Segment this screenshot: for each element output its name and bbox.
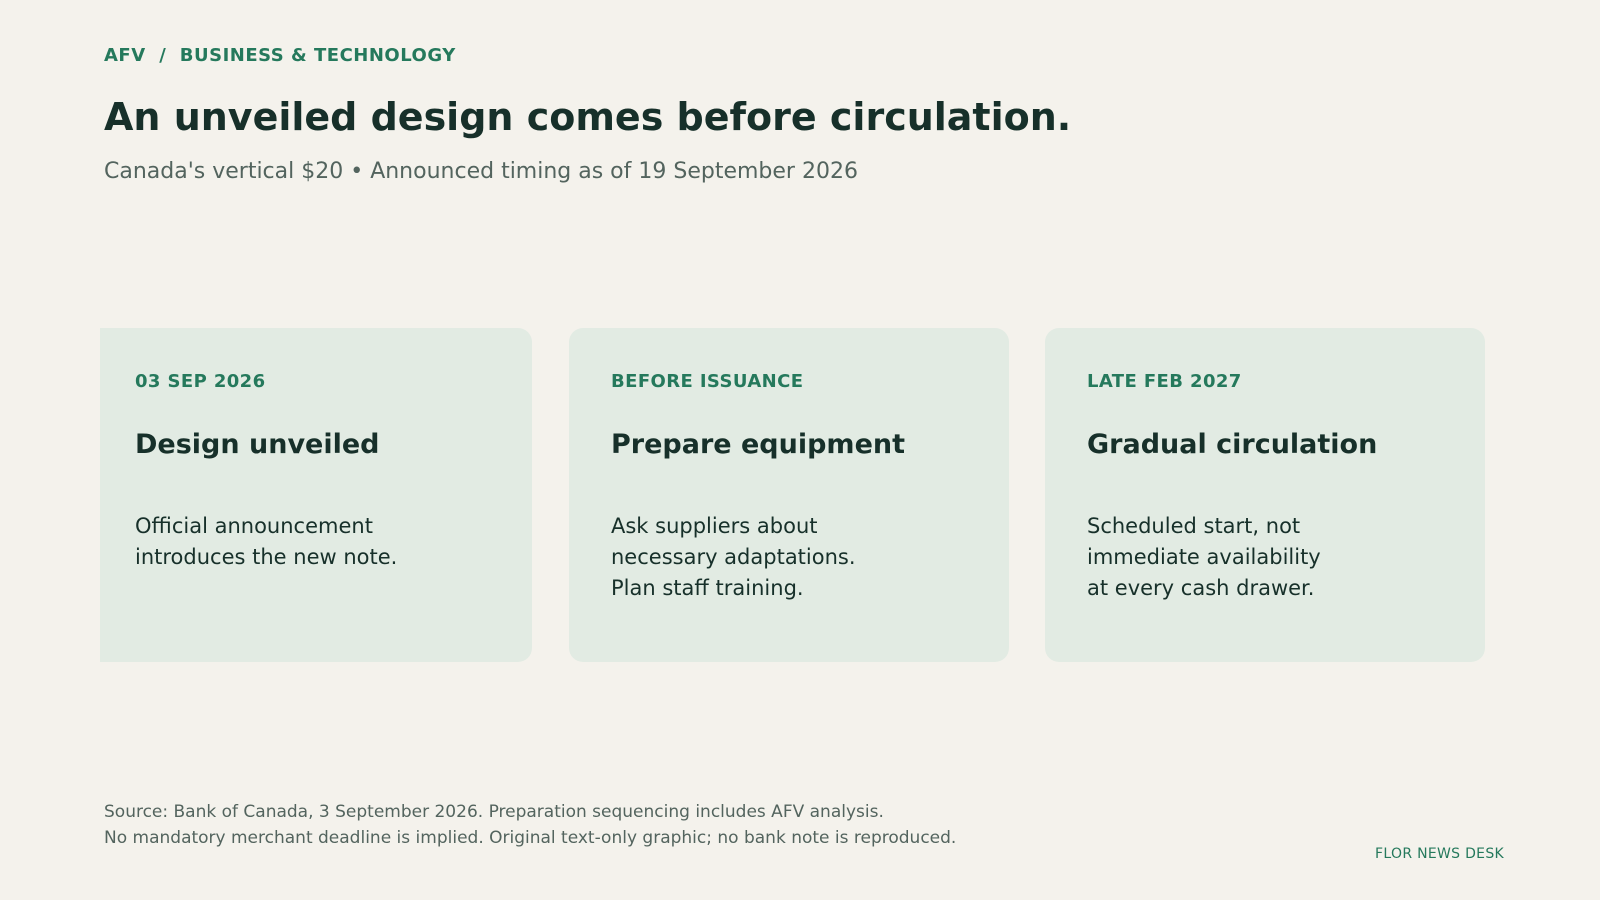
card-body-line: immediate availability <box>1087 545 1321 569</box>
card-body-line: Ask suppliers about <box>611 514 818 538</box>
card-date: LATE FEB 2027 <box>1087 371 1242 392</box>
card-date: 03 SEP 2026 <box>135 371 266 392</box>
card-body-line: Scheduled start, not <box>1087 514 1301 538</box>
source-line: Source: Bank of Canada, 3 September 2026… <box>104 802 884 822</box>
card-body-line: necessary adaptations. <box>611 545 856 569</box>
timeline-card-design-unveiled: 03 SEP 2026 Design unveiled Official ann… <box>100 328 532 662</box>
news-desk-credit: FLOR NEWS DESK <box>1375 846 1504 862</box>
card-body: Official announcement introduces the new… <box>135 511 505 573</box>
section-kicker: AFV / BUSINESS & TECHNOLOGY <box>104 45 456 66</box>
subheadline: Canada's vertical $20 • Announced timing… <box>104 159 858 184</box>
card-body: Ask suppliers about necessary adaptation… <box>611 511 981 604</box>
card-body: Scheduled start, not immediate availabil… <box>1087 511 1457 604</box>
card-date: BEFORE ISSUANCE <box>611 371 804 392</box>
card-title: Prepare equipment <box>611 429 906 460</box>
headline: An unveiled design comes before circulat… <box>104 95 1072 139</box>
source-note: Source: Bank of Canada, 3 September 2026… <box>104 799 956 851</box>
card-body-line: Official announcement <box>135 514 373 538</box>
timeline-cards: 03 SEP 2026 Design unveiled Official ann… <box>100 328 1488 662</box>
card-title: Gradual circulation <box>1087 429 1378 460</box>
source-line: No mandatory merchant deadline is implie… <box>104 828 957 848</box>
timeline-card-prepare-equipment: BEFORE ISSUANCE Prepare equipment Ask su… <box>569 328 1009 662</box>
card-body-line: introduces the new note. <box>135 545 398 569</box>
card-title: Design unveiled <box>135 429 380 460</box>
timeline-card-gradual-circulation: LATE FEB 2027 Gradual circulation Schedu… <box>1045 328 1485 662</box>
card-body-line: Plan staff training. <box>611 576 804 600</box>
card-body-line: at every cash drawer. <box>1087 576 1315 600</box>
